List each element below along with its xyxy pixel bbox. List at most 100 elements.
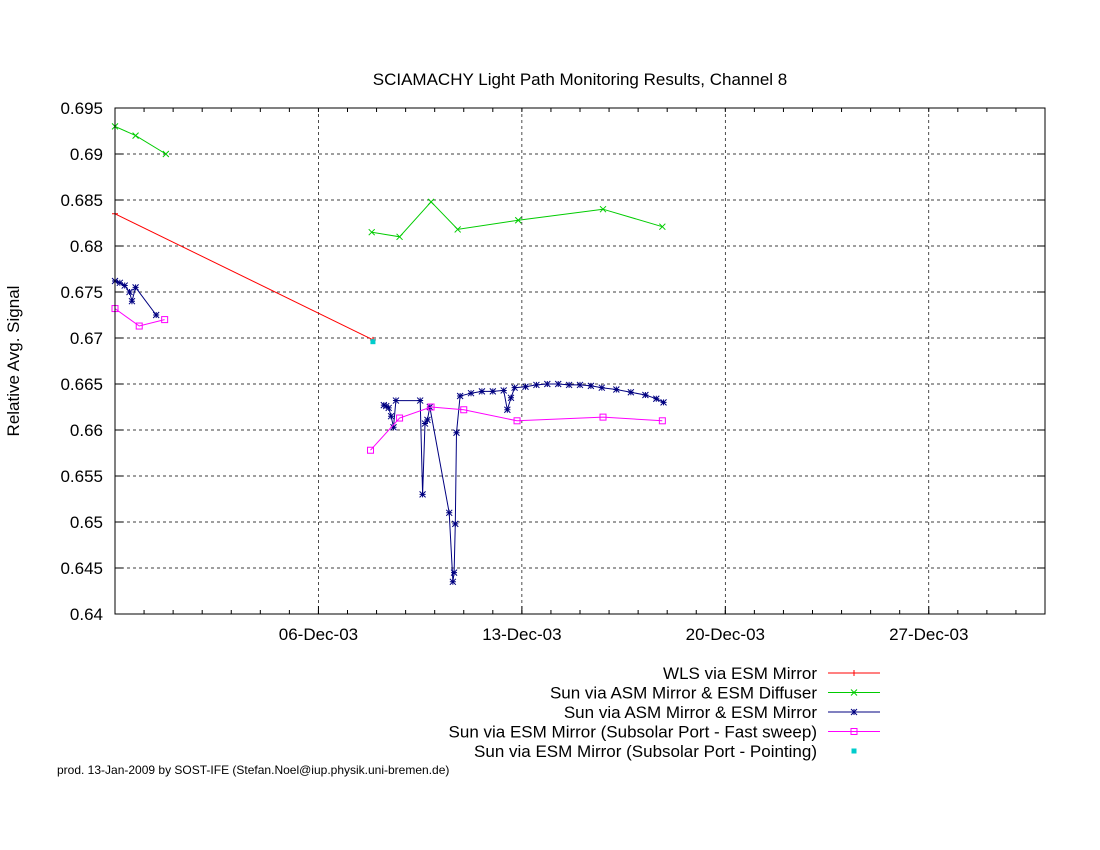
legend-label: Sun via ESM Mirror (Subsolar Port - Fast…: [449, 723, 817, 742]
data-point: [627, 388, 635, 396]
x-tick-label: 06-Dec-03: [279, 625, 358, 644]
legend-label: Sun via ASM Mirror & ESM Mirror: [564, 703, 817, 722]
data-point: [128, 297, 136, 305]
x-tick-label: 20-Dec-03: [686, 625, 765, 644]
x-tick-label: 13-Dec-03: [482, 625, 561, 644]
data-point: [642, 391, 649, 399]
y-tick-label: 0.69: [70, 145, 103, 164]
data-point: [599, 205, 607, 213]
data-point: [392, 397, 400, 404]
data-point: [424, 416, 431, 424]
data-point: [161, 316, 169, 324]
data-point: [587, 382, 595, 390]
data-point: [599, 413, 607, 421]
data-point: [451, 520, 459, 528]
data-point: [543, 380, 551, 388]
data-point: [533, 381, 540, 389]
series-line: [114, 125, 167, 155]
data-point: [450, 569, 458, 576]
chart-title: SCIAMACHY Light Path Monitoring Results,…: [373, 70, 788, 89]
data-point: [456, 392, 464, 400]
plot-frame: [114, 107, 1046, 615]
y-tick-label: 0.64: [70, 605, 103, 624]
data-point: [132, 132, 139, 139]
y-tick-label: 0.665: [60, 375, 103, 394]
data-point: [851, 748, 857, 754]
data-point: [162, 150, 170, 158]
data-point: [850, 728, 858, 735]
data-point: [116, 279, 124, 287]
data-point: [135, 322, 143, 330]
data-point: [121, 282, 129, 289]
data-point: [598, 384, 606, 392]
series-5: [370, 339, 376, 345]
data-point: [453, 429, 460, 437]
y-tick-label: 0.675: [60, 283, 103, 302]
data-point: [513, 417, 521, 425]
legend-label: Sun via ASM Mirror & ESM Diffuser: [550, 684, 817, 703]
y-tick-label: 0.67: [70, 329, 103, 348]
data-point: [421, 420, 429, 427]
y-tick-label: 0.645: [60, 559, 103, 578]
data-point: [132, 284, 139, 291]
data-point: [396, 414, 404, 422]
data-point: [454, 226, 462, 233]
data-point: [612, 386, 620, 393]
y-tick-label: 0.66: [70, 421, 103, 440]
data-point: [460, 406, 468, 414]
y-tick-label: 0.685: [60, 191, 103, 210]
data-point: [554, 380, 562, 388]
series-line: [383, 383, 664, 582]
data-point: [660, 399, 667, 406]
data-point: [390, 423, 397, 431]
data-point: [514, 216, 522, 224]
data-point: [652, 395, 660, 403]
data-point: [419, 491, 426, 498]
data-point: [387, 412, 395, 420]
series-4: [111, 305, 666, 454]
data-point: [658, 223, 666, 231]
data-point: [380, 401, 388, 409]
legend-item: Sun via ASM Mirror & ESM Diffuser: [550, 684, 880, 703]
series-line: [114, 308, 165, 327]
data-point: [522, 383, 529, 391]
legend-item: Sun via ESM Mirror (Subsolar Port - Fast…: [449, 723, 880, 742]
data-point: [500, 387, 508, 394]
data-point: [850, 689, 858, 696]
legend-item: WLS via ESM Mirror: [663, 664, 880, 683]
data-point: [503, 406, 511, 414]
data-point: [565, 381, 573, 389]
data-point: [152, 311, 160, 319]
legend-item: Sun via ESM Mirror (Subsolar Port - Poin…: [474, 742, 857, 761]
data-point: [368, 228, 376, 236]
data-point: [511, 384, 518, 392]
y-tick-label: 0.68: [70, 237, 103, 256]
data-point: [370, 339, 376, 345]
data-point: [467, 389, 475, 397]
y-tick-label: 0.655: [60, 467, 103, 486]
series-3: [111, 277, 667, 586]
data-point: [576, 381, 584, 389]
y-tick-label: 0.65: [70, 513, 103, 532]
legend-item: Sun via ASM Mirror & ESM Mirror: [564, 703, 880, 722]
data-point: [449, 578, 457, 586]
data-point: [427, 403, 435, 411]
y-ticks: 0.64 0.645 0.65 0.655 0.66 0.665 0.67 0.675 0.68…: [60, 99, 1045, 624]
data-point: [850, 708, 858, 716]
x-tick-label: 27-Dec-03: [889, 625, 968, 644]
y-tick-label: 0.695: [60, 99, 103, 118]
data-point: [126, 288, 133, 296]
data-point: [445, 509, 453, 517]
series-2: [111, 123, 666, 241]
data-point: [478, 388, 486, 395]
footer-credit: prod. 13-Jan-2009 by SOST-IFE (Stefan.No…: [57, 763, 450, 777]
grid: [115, 108, 1045, 614]
data-point: [658, 417, 666, 425]
data-point: [396, 233, 403, 241]
data-point: [367, 446, 375, 454]
data-point: [385, 404, 393, 412]
data-point: [851, 670, 857, 676]
y-axis-label: Relative Avg. Signal: [4, 286, 23, 437]
